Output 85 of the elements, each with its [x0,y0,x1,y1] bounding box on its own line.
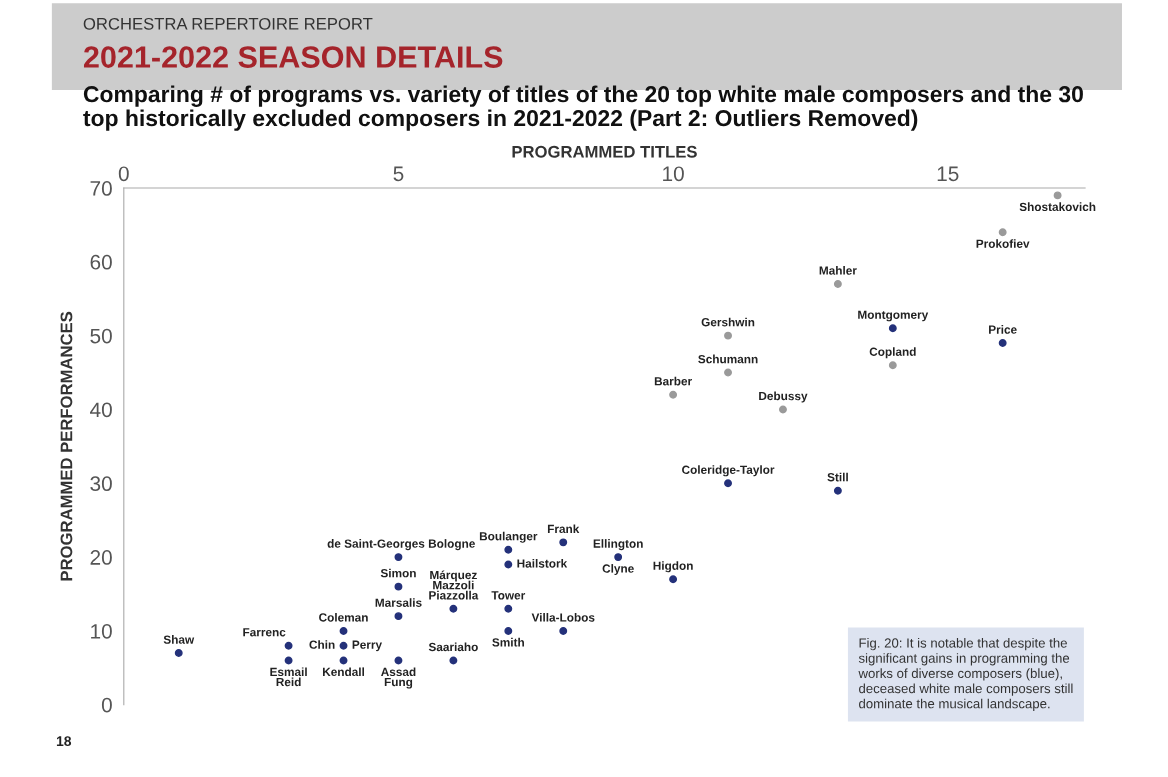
y-tick-label: 70 [90,181,112,196]
chart-title: 2021-2022 SEASON DETAILS [83,46,503,68]
point [669,390,678,399]
annotation: Frank [547,524,580,534]
point [888,324,897,333]
annotation: Tower [491,591,526,600]
text: 18 [56,736,72,747]
point [449,656,458,665]
chart-subtitle: Comparing # of programs vs. variety of titles of the 20 top white male composers and the 30 top historically excluded composers in 2021-2022 (Part 2: Outliers Removed) [83,85,1083,131]
point [284,656,293,665]
annotation: Coleman [319,612,368,622]
annotation: Kendall [323,667,365,677]
x-tick-label: 0 [118,166,129,182]
point [559,626,568,635]
point [394,582,403,591]
annotation: Fig. 20: It is notable that despite the significant gains in programming the works of diverse composers (blue), deceased white male composers still dominate the musical landscape. [858,637,1073,711]
annotation: Schumann [698,354,758,364]
point [174,649,183,658]
annotation: Saariaho [428,642,478,652]
point [559,538,568,547]
annotation: Price [989,325,1017,334]
point [888,361,897,370]
point [394,656,403,665]
annotation: Perry [352,640,382,652]
point [504,545,513,554]
y-tick-label: 10 [91,623,112,639]
y-axis-title: PROGRAMMED PERFORMANCES [60,311,73,581]
annotation: Shostakovich [1019,202,1096,212]
x-tick-label: 10 [663,166,684,182]
annotation: Shaw [163,635,195,644]
annotation: Prokofiev [976,239,1030,248]
annotation: Esmail Reid [270,667,307,687]
point [779,405,787,414]
annotation: Márquez Mazzoli Piazzolla [429,570,479,600]
point [724,479,732,488]
annotation: Chin [309,640,335,649]
y-tick-label: 50 [90,328,112,344]
annotation: Ellington [593,539,643,551]
y-tick-label: 40 [90,402,112,418]
annotation: Gershwin [701,317,755,327]
annotation: Mahler [819,266,857,275]
annotation: Montgomery [858,310,929,322]
point [998,339,1007,347]
point [614,553,623,562]
point [833,280,842,288]
y-tick-label: 30 [90,476,112,492]
point [449,604,458,613]
point [724,368,732,377]
annotation: Clyne [602,564,634,576]
point [394,553,403,562]
annotation: Debussy [759,391,808,403]
text: ORCHESTRA REPERTOIRE REPORT [83,17,373,30]
point [284,641,293,650]
point [833,486,842,495]
point [504,626,513,635]
annotation: Hailstork [517,558,568,568]
y-tick-label: 20 [90,550,112,565]
point [504,604,513,613]
annotation: Farrenc [243,628,286,637]
annotation: Barber [654,376,692,386]
y-tick-label: 0 [101,697,112,713]
point [394,612,403,621]
point [339,656,348,665]
x-tick-label: 5 [393,166,404,182]
x-tick-label: 15 [937,166,959,182]
annotation: Copland [869,347,916,359]
annotation: Assad Fung [381,667,416,689]
annotation: Boulanger [479,531,538,543]
annotation: Coleridge-Taylor [682,465,775,477]
annotation: de Saint-Georges Bologne [327,539,475,551]
point [724,331,732,340]
point [1053,191,1062,200]
point [998,228,1007,237]
annotation: Marsalis [375,598,422,607]
annotation: Villa-Lobos [531,612,595,622]
annotation: Simon [380,568,416,578]
point [669,575,678,584]
x-axis-title: PROGRAMMED TITLES [512,145,697,158]
point [339,641,348,650]
point [339,626,348,635]
point [504,560,513,569]
annotation: Smith [492,637,524,647]
y-tick-label: 60 [90,254,112,270]
annotation: Still [827,472,848,482]
annotation: Higdon [653,561,693,573]
